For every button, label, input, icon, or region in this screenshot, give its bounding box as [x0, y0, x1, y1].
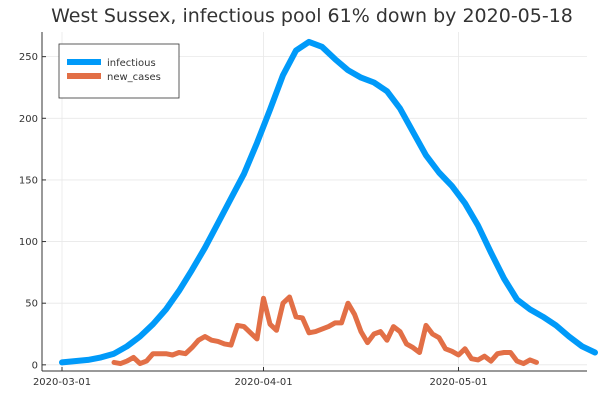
y-tick-label: 150 [19, 175, 38, 186]
legend-label-infectious: infectious [107, 58, 156, 69]
series-line-new-cases [111, 294, 539, 367]
y-tick-label: 50 [25, 299, 38, 310]
x-tick-label: 2020-03-01 [33, 377, 91, 388]
x-tick-label: 2020-04-01 [234, 377, 292, 388]
x-tick-label: 2020-05-01 [429, 377, 487, 388]
y-tick-label: 0 [32, 360, 38, 371]
legend-box [58, 43, 180, 99]
y-tick-label: 250 [19, 52, 38, 63]
legend-label-new-cases: new_cases [107, 72, 161, 83]
series-lines [59, 38, 598, 367]
axes: 0 50 100 150 200 250 2020-03-01 2020-04-01 2020-… [19, 32, 587, 388]
series-line-infectious [59, 38, 598, 366]
y-tick-label: 200 [19, 114, 38, 125]
y-tick-label: 100 [19, 237, 38, 248]
legend: infectious new_cases [58, 43, 180, 99]
chart-title: West Sussex, infectious pool 61% down by… [51, 5, 573, 27]
